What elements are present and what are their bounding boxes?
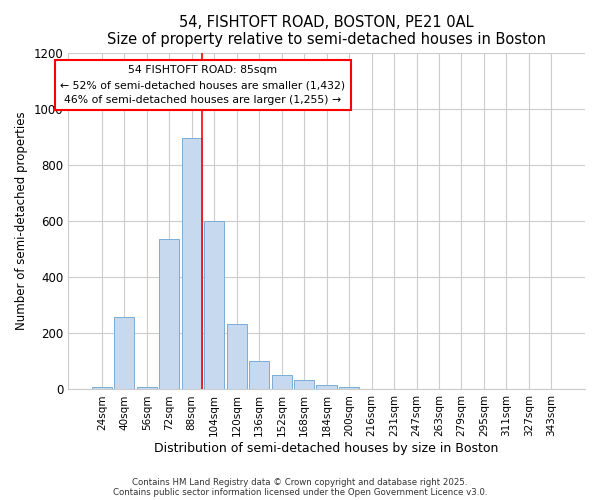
Bar	[92, 386, 112, 390]
Title: 54, FISHTOFT ROAD, BOSTON, PE21 0AL
Size of property relative to semi-detached h: 54, FISHTOFT ROAD, BOSTON, PE21 0AL Size…	[107, 15, 546, 48]
Y-axis label: Number of semi-detached properties: Number of semi-detached properties	[15, 112, 28, 330]
Text: 54 FISHTOFT ROAD: 85sqm
← 52% of semi-detached houses are smaller (1,432)
46% of: 54 FISHTOFT ROAD: 85sqm ← 52% of semi-de…	[61, 66, 346, 105]
Bar	[227, 324, 247, 390]
Bar	[137, 386, 157, 390]
Bar	[294, 380, 314, 390]
Text: Contains HM Land Registry data © Crown copyright and database right 2025.
Contai: Contains HM Land Registry data © Crown c…	[113, 478, 487, 497]
Bar	[339, 386, 359, 390]
Bar	[182, 138, 202, 390]
Bar	[249, 362, 269, 390]
Bar	[159, 240, 179, 390]
X-axis label: Distribution of semi-detached houses by size in Boston: Distribution of semi-detached houses by …	[154, 442, 499, 455]
Bar	[114, 316, 134, 390]
Bar	[272, 376, 292, 390]
Bar	[316, 385, 337, 390]
Bar	[204, 221, 224, 390]
